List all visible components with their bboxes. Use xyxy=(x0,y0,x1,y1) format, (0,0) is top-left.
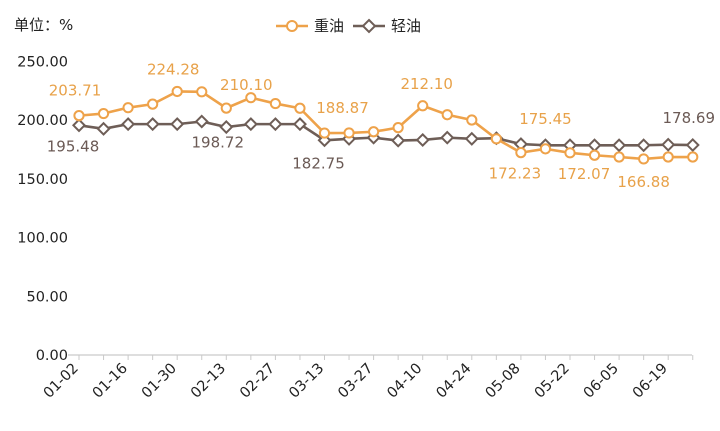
y-tick-label: 100.00 xyxy=(17,231,68,247)
y-tick-label: 50.00 xyxy=(26,289,68,305)
data-point-diamond xyxy=(464,131,479,146)
data-label: 195.48 xyxy=(47,137,100,155)
data-label: 172.23 xyxy=(489,165,542,183)
data-point-diamond xyxy=(145,117,160,132)
data-point-circle xyxy=(441,109,453,121)
unit-label: 单位：% xyxy=(14,16,74,34)
legend-label: 重油 xyxy=(314,17,344,35)
x-tick-label: 01-16 xyxy=(90,361,131,402)
data-point-circle xyxy=(343,127,355,139)
data-point-circle xyxy=(588,149,601,161)
data-point-diamond xyxy=(96,121,111,136)
data-point-circle xyxy=(97,107,110,120)
data-point-circle xyxy=(564,147,576,159)
data-point-circle xyxy=(638,153,650,165)
x-tick-label: 03-13 xyxy=(286,361,327,402)
data-point-circle xyxy=(122,102,134,114)
data-point-circle xyxy=(147,98,159,110)
data-point-circle xyxy=(318,127,331,139)
x-tick-label: 05-08 xyxy=(483,361,524,402)
data-point-circle xyxy=(490,133,502,145)
data-point-diamond xyxy=(415,132,430,147)
series-line-diamond xyxy=(78,120,693,147)
data-point-diamond xyxy=(170,117,185,132)
data-point-diamond xyxy=(587,138,602,153)
data-point-diamond xyxy=(71,118,87,133)
data-point-circle xyxy=(687,151,699,163)
data-point-circle xyxy=(171,85,183,98)
data-point-diamond xyxy=(268,117,283,132)
y-tick-label: 200.00 xyxy=(17,113,68,129)
legend-label: 轻油 xyxy=(391,17,421,35)
data-label: 172.07 xyxy=(558,165,611,183)
data-point-circle xyxy=(269,97,281,110)
data-label: 166.88 xyxy=(617,173,670,191)
y-tick-label: 150.00 xyxy=(17,172,68,188)
data-point-circle xyxy=(613,151,625,163)
data-point-diamond xyxy=(440,130,455,145)
data-point-diamond xyxy=(685,138,700,153)
data-label: 178.69 xyxy=(663,109,716,127)
data-point-circle xyxy=(539,143,552,155)
data-point-diamond xyxy=(219,120,234,135)
data-point-circle xyxy=(196,86,208,98)
x-tick-label: 04-10 xyxy=(384,361,425,402)
x-tick-label: 02-13 xyxy=(188,361,229,402)
legend: 重油 轻油 xyxy=(276,17,421,35)
data-label: 198.72 xyxy=(192,134,245,152)
legend-diamond-marker xyxy=(361,18,377,34)
x-tick-label: 01-30 xyxy=(139,361,180,402)
x-tick-label: 01-02 xyxy=(41,361,82,402)
x-tick-label: 06-19 xyxy=(630,361,671,402)
data-point-circle xyxy=(662,151,674,163)
data-point-circle xyxy=(466,114,478,126)
data-point-diamond xyxy=(391,133,406,148)
y-tick-label: 250.00 xyxy=(17,54,68,70)
x-tick-label: 06-05 xyxy=(581,361,622,402)
data-point-circle xyxy=(294,102,306,114)
data-label: 188.87 xyxy=(316,99,369,117)
data-label: 182.75 xyxy=(292,154,345,172)
data-point-circle xyxy=(392,122,404,134)
data-point-circle xyxy=(73,110,85,122)
data-point-diamond xyxy=(292,117,307,132)
data-point-diamond xyxy=(121,117,136,132)
data-label: 203.71 xyxy=(49,82,102,100)
data-point-circle xyxy=(515,147,527,159)
data-label: 175.45 xyxy=(519,110,572,128)
data-label: 210.10 xyxy=(220,76,273,94)
y-tick-label: 0.00 xyxy=(36,348,68,364)
data-point-circle xyxy=(417,100,429,112)
data-point-circle xyxy=(220,102,232,114)
data-point-diamond xyxy=(612,138,627,153)
x-tick-label: 03-27 xyxy=(335,361,376,402)
data-point-circle xyxy=(245,92,257,104)
data-point-diamond xyxy=(636,138,651,153)
x-tick-label: 04-24 xyxy=(434,361,475,402)
data-label: 224.28 xyxy=(147,60,200,78)
x-tick-label: 05-22 xyxy=(532,361,573,402)
data-label: 212.10 xyxy=(400,75,453,93)
data-point-diamond xyxy=(243,117,258,132)
x-tick-label: 02-27 xyxy=(237,361,278,402)
data-point-circle xyxy=(368,126,380,138)
legend-circle-marker xyxy=(286,20,298,32)
data-point-diamond xyxy=(194,114,209,129)
data-point-diamond xyxy=(661,137,676,152)
